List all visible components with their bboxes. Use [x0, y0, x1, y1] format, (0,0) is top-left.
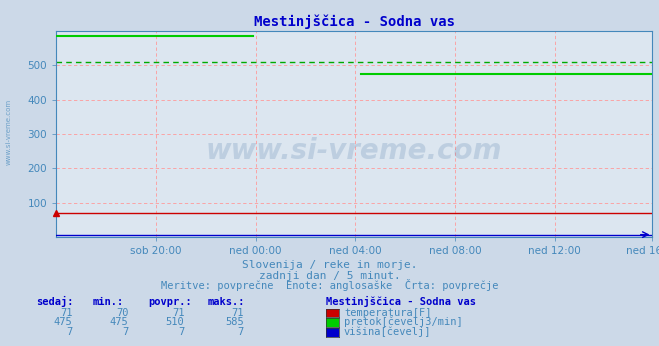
Text: 71: 71	[172, 308, 185, 318]
Text: Meritve: povprečne  Enote: anglosaške  Črta: povprečje: Meritve: povprečne Enote: anglosaške Črt…	[161, 279, 498, 291]
Title: Mestinjščica - Sodna vas: Mestinjščica - Sodna vas	[254, 14, 455, 29]
Text: pretok[čevelj3/min]: pretok[čevelj3/min]	[344, 317, 463, 327]
Text: 70: 70	[116, 308, 129, 318]
Text: min.:: min.:	[92, 297, 123, 307]
Text: Slovenija / reke in morje.: Slovenija / reke in morje.	[242, 260, 417, 270]
Text: 7: 7	[67, 327, 72, 337]
Text: 510: 510	[166, 317, 185, 327]
Text: 585: 585	[225, 317, 244, 327]
Text: 475: 475	[54, 317, 72, 327]
Text: 71: 71	[60, 308, 72, 318]
Text: zadnji dan / 5 minut.: zadnji dan / 5 minut.	[258, 271, 401, 281]
Text: temperatura[F]: temperatura[F]	[344, 308, 432, 318]
Text: 475: 475	[110, 317, 129, 327]
Text: www.si-vreme.com: www.si-vreme.com	[5, 98, 11, 165]
Text: maks.:: maks.:	[208, 297, 245, 307]
Text: www.si-vreme.com: www.si-vreme.com	[206, 137, 502, 165]
Text: Mestinjščica - Sodna vas: Mestinjščica - Sodna vas	[326, 296, 476, 307]
Text: višina[čevelj]: višina[čevelj]	[344, 326, 432, 337]
Text: sedaj:: sedaj:	[36, 296, 74, 307]
Text: 7: 7	[238, 327, 244, 337]
Text: povpr.:: povpr.:	[148, 297, 192, 307]
Text: 71: 71	[231, 308, 244, 318]
Text: 7: 7	[179, 327, 185, 337]
Text: 7: 7	[123, 327, 129, 337]
